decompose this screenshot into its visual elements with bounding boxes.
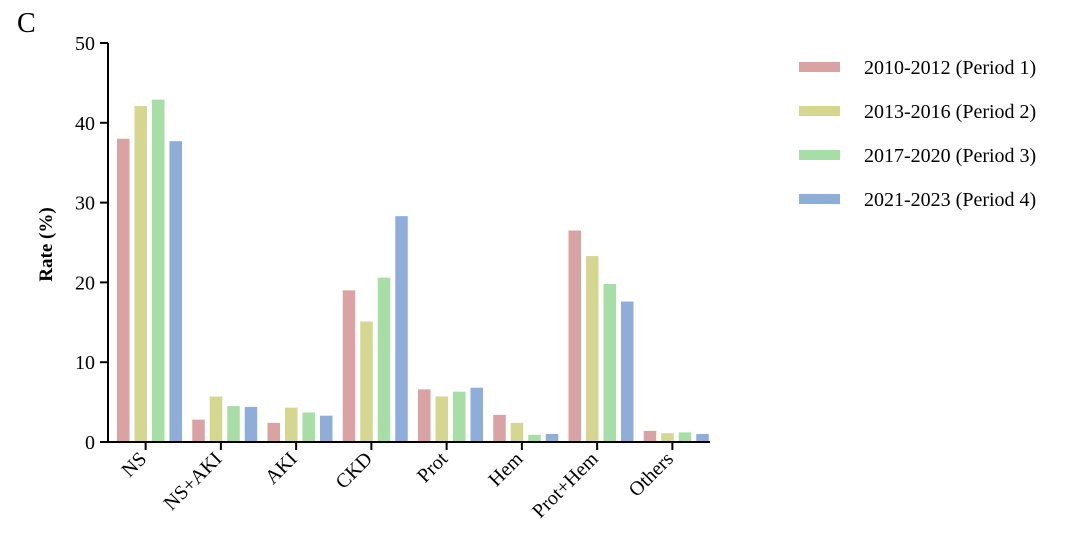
- bar-hem-period-2: [510, 422, 524, 442]
- bar-others-period-4: [696, 434, 709, 442]
- bar-ckd-period-4: [395, 216, 408, 442]
- bar-others-period-2: [661, 433, 674, 442]
- bar-others-period-3: [678, 432, 692, 442]
- bar-ns-period-4: [169, 141, 182, 443]
- bar-ns-aki-period-2: [209, 396, 223, 442]
- y-tick-label: 40: [75, 113, 95, 135]
- legend-entry-period-1: 2010-2012 (Period 1): [799, 57, 1036, 79]
- bar-ns-period-3: [152, 99, 165, 443]
- bar-aki-period-3: [302, 412, 315, 442]
- bar-ckd-period-1: [342, 290, 356, 442]
- bar-prot-hem-period-2: [586, 256, 599, 442]
- y-tick-label: 50: [75, 33, 95, 55]
- y-tick-label: 10: [75, 352, 95, 374]
- legend-label: 2021-2023 (Period 4): [864, 189, 1036, 211]
- x-tick-label: Prot+Hem: [528, 448, 603, 523]
- y-tick-label: 20: [75, 272, 95, 294]
- legend-swatch: [799, 194, 840, 204]
- bar-hem-period-4: [545, 434, 559, 442]
- x-tick-label: NS: [118, 448, 152, 482]
- bar-prot-hem-period-4: [621, 301, 634, 442]
- x-tick-label: Others: [625, 448, 678, 501]
- x-tick-label: Hem: [484, 448, 527, 491]
- legend-entry-period-2: 2013-2016 (Period 2): [799, 101, 1036, 123]
- bar-prot-period-2: [435, 396, 448, 442]
- x-tick-label: Prot: [413, 448, 452, 487]
- legend-label: 2010-2012 (Period 1): [864, 57, 1036, 79]
- bar-others-period-1: [643, 430, 657, 442]
- legend-swatch: [799, 62, 840, 72]
- bar-ns-aki-period-1: [192, 419, 205, 442]
- x-tick-label: NS+AKI: [160, 448, 227, 515]
- legend-entry-period-4: 2021-2023 (Period 4): [799, 189, 1036, 211]
- bar-ns-aki-period-4: [244, 406, 258, 442]
- bar-hem-period-3: [528, 434, 541, 442]
- bar-prot-hem-period-1: [568, 230, 581, 442]
- legend-entry-period-3: 2017-2020 (Period 3): [799, 145, 1036, 167]
- bar-ns-period-2: [134, 106, 147, 443]
- bar-prot-period-4: [470, 387, 483, 442]
- bar-aki-period-2: [285, 407, 298, 442]
- legend-swatch: [799, 106, 840, 116]
- legend: 2010-2012 (Period 1) 2013-2016 (Period 2)…: [799, 57, 1036, 211]
- x-tick-label: CKD: [331, 448, 376, 493]
- bar-ns-aki-period-3: [227, 406, 240, 442]
- bar-prot-period-3: [453, 391, 466, 442]
- legend-label: 2017-2020 (Period 3): [864, 145, 1036, 167]
- y-tick-label: 30: [75, 193, 95, 215]
- x-tick-label: AKI: [261, 448, 302, 489]
- legend-label: 2013-2016 (Period 2): [864, 101, 1036, 123]
- legend-swatch: [799, 150, 840, 160]
- y-axis-label: Rate (%): [36, 207, 57, 281]
- bar-prot-hem-period-3: [603, 283, 616, 442]
- bar-prot-period-1: [418, 389, 431, 442]
- bar-ckd-period-2: [360, 321, 373, 442]
- y-tick-label: 0: [85, 432, 95, 454]
- bar-ns-period-1: [117, 138, 130, 442]
- panel-label: C: [17, 8, 36, 39]
- bar-hem-period-1: [493, 414, 506, 442]
- bars-group: [117, 99, 709, 443]
- bar-aki-period-1: [267, 422, 280, 442]
- bar-aki-period-4: [320, 415, 333, 442]
- bar-ckd-period-3: [377, 277, 391, 442]
